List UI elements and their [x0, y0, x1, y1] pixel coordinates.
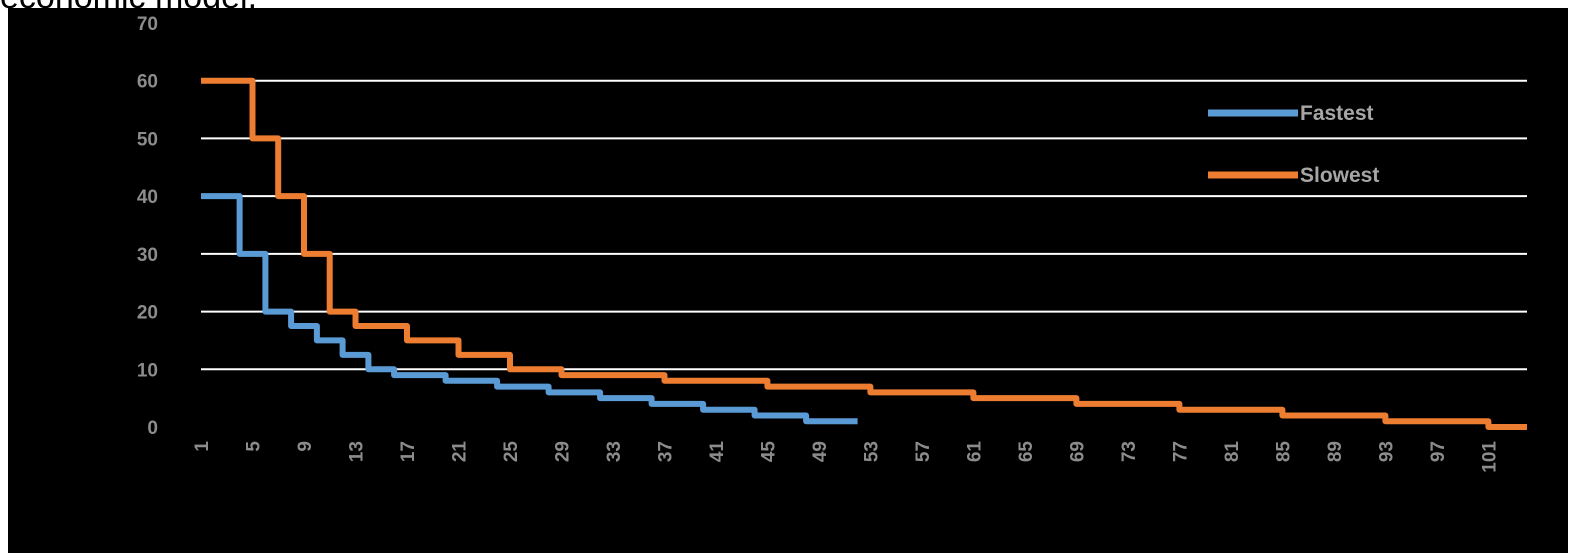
series-line-slowest	[201, 77, 1527, 430]
grid-lines	[201, 79, 1527, 371]
x-tick-label: 5	[243, 441, 264, 452]
x-tick-label: 53	[861, 441, 882, 462]
y-tick-label: 0	[147, 418, 158, 439]
x-tick-label: 93	[1376, 441, 1397, 462]
y-tick-label: 60	[137, 72, 158, 93]
x-tick-label: 17	[398, 441, 419, 462]
x-tick-label: 25	[501, 441, 522, 463]
x-tick-label: 21	[449, 441, 470, 463]
x-tick-label: 29	[552, 441, 573, 462]
x-tick-label: 89	[1325, 441, 1346, 462]
y-tick-label: 70	[137, 14, 158, 35]
y-axis-tick-labels: 0 10 20 30 40 50 60 70	[137, 14, 158, 439]
x-tick-label: 57	[913, 441, 934, 462]
legend-label-fastest: Fastest	[1300, 102, 1374, 125]
x-tick-label: 45	[758, 441, 779, 463]
x-tick-label: 41	[707, 441, 728, 463]
x-tick-label: 13	[346, 441, 367, 462]
line-chart: 0 10 20 30 40 50 60 70 1 5 9 13 17 21 25 29 33 37 41 45 49 5…	[137, 14, 1527, 473]
x-tick-label: 37	[655, 441, 676, 462]
x-tick-label: 61	[964, 441, 985, 463]
y-tick-label: 10	[137, 360, 158, 381]
x-tick-label: 81	[1222, 441, 1243, 463]
x-tick-label: 1	[192, 441, 213, 452]
x-tick-label: 97	[1428, 441, 1449, 462]
x-tick-label: 65	[1016, 441, 1037, 463]
series-lines	[201, 77, 1527, 430]
x-tick-label: 33	[604, 441, 625, 462]
x-axis-tick-labels: 1 5 9 13 17 21 25 29 33 37 41 45 49 53 57 61 65 69 73 77 81 8…	[192, 441, 1500, 473]
x-tick-label: 49	[810, 441, 831, 462]
y-tick-label: 50	[137, 129, 158, 150]
x-tick-label: 101	[1479, 441, 1500, 473]
legend-label-slowest: Slowest	[1300, 164, 1379, 187]
y-tick-label: 40	[137, 187, 158, 208]
x-tick-label: 73	[1119, 441, 1140, 462]
series-line-fastest	[201, 193, 858, 425]
chart-frame: 0 10 20 30 40 50 60 70 1 5 9 13 17 21 25 29 33 37 41 45 49 5…	[8, 8, 1568, 553]
legend: Fastest Slowest	[1208, 102, 1379, 187]
y-tick-label: 20	[137, 303, 158, 324]
x-tick-label: 85	[1273, 441, 1294, 463]
x-tick-label: 77	[1170, 441, 1191, 462]
x-tick-label: 69	[1067, 441, 1088, 462]
y-tick-label: 30	[137, 245, 158, 266]
x-tick-label: 9	[295, 441, 316, 452]
